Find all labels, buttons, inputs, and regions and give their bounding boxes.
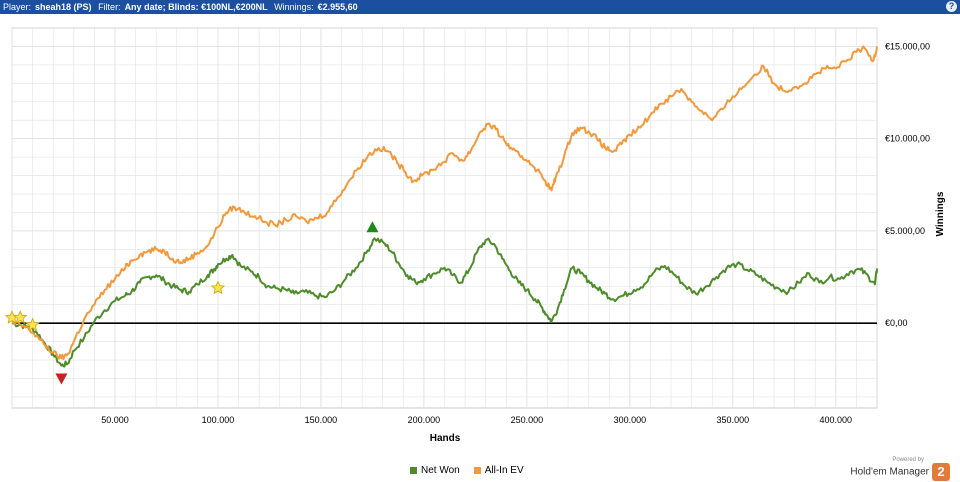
filter-label: Filter: (98, 2, 121, 12)
low-point-marker-icon (55, 373, 68, 385)
legend-swatch-all-in-ev (473, 467, 481, 474)
filter-value: Any date; Blinds: €100NL,€200NL (124, 2, 268, 12)
winnings-value: €2.955,60 (317, 2, 358, 12)
legend-item-net-won[interactable]: Net Won (410, 465, 460, 476)
series-lines (11, 45, 878, 368)
winnings-label: Winnings: (274, 2, 314, 12)
x-tick-label: 400.000 (820, 415, 853, 425)
x-tick-label: 200.000 (408, 415, 441, 425)
y-tick-label: €15.000,00 (885, 41, 930, 51)
x-tick-label: 250.000 (511, 415, 544, 425)
series-line-net-won (11, 237, 878, 368)
high-point-marker-icon (366, 221, 379, 233)
series-line-all-in-ev (11, 45, 878, 360)
y-tick-labels: €0,00 €5.000,00 €10.000,00 €15.000,00 (885, 41, 930, 328)
powered-by-logo: Powered by Hold'em Manager 2 (850, 457, 950, 481)
star-marker-icon (13, 310, 28, 324)
star-marker-icon (210, 280, 226, 295)
legend: Net Won All-In EV (410, 465, 524, 476)
brand-name: Hold'em Manager (850, 466, 929, 478)
y-tick-label: €10.000,00 (885, 134, 930, 144)
legend-label-all-in-ev: All-In EV (484, 465, 524, 476)
help-icon[interactable]: ? (946, 1, 957, 12)
powered-by-text: Powered by (892, 457, 924, 463)
x-tick-label: 100.000 (202, 415, 235, 425)
event-markers (4, 221, 379, 385)
filter-header-bar: Player: sheah18 (PS) Filter: Any date; Bli… (0, 0, 960, 14)
x-tick-label: 350.000 (717, 415, 750, 425)
x-tick-labels: 50.000 100.000 150.000 200.000 250.000 300.00… (101, 415, 852, 425)
y-axis-label: Winnings (935, 191, 946, 236)
x-tick-label: 150.000 (305, 415, 338, 425)
y-tick-label: €0,00 (885, 318, 908, 328)
legend-swatch-net-won (410, 467, 417, 474)
star-marker-icon (25, 317, 40, 332)
x-tick-label: 50.000 (101, 415, 129, 425)
x-tick-label: 300.000 (614, 415, 647, 425)
x-axis-label: Hands (430, 433, 461, 444)
y-tick-label: €5.000,00 (885, 226, 925, 236)
legend-label-net-won: Net Won (421, 465, 460, 476)
legend-item-all-in-ev[interactable]: All-In EV (473, 465, 524, 476)
player-label: Player: (3, 2, 32, 12)
player-value: sheah18 (PS) (35, 2, 92, 12)
grid-lines (11, 27, 878, 409)
hm2-logo-icon: 2 (932, 463, 950, 481)
